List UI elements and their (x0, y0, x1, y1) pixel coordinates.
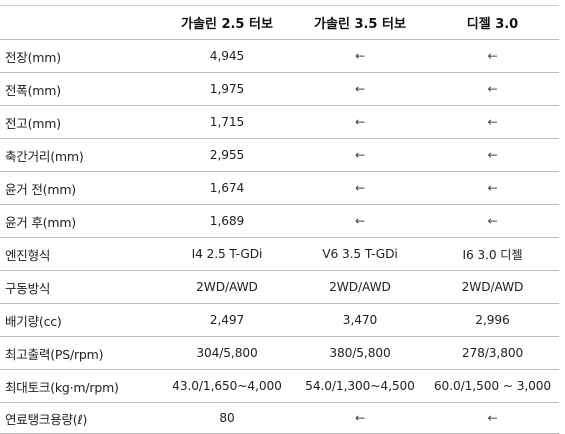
table-row: 배기량(cc) 2,497 3,470 2,996 (0, 303, 559, 337)
spec-table-body: 전장(mm) 4,945 ← ← 전폭(mm) 1,975 ← ← 전고(mm)… (0, 39, 559, 434)
table-cell: 304/5,800 (160, 336, 294, 370)
same-as-left-cell: ← (294, 204, 426, 238)
same-as-left-cell: ← (294, 171, 426, 205)
row-label: 최고출력(PS/rpm) (0, 336, 160, 370)
table-cell: 2WD/AWD (160, 270, 294, 304)
table-cell: 3,470 (294, 303, 426, 337)
same-as-left-cell: ← (426, 204, 559, 238)
table-cell: 2,955 (160, 138, 294, 172)
table-row: 최고출력(PS/rpm) 304/5,800 380/5,800 278/3,8… (0, 336, 559, 370)
header-gasoline-3-5-turbo: 가솔린 3.5 터보 (294, 5, 426, 40)
spec-table: 가솔린 2.5 터보 가솔린 3.5 터보 디젤 3.0 전장(mm) 4,94… (0, 5, 559, 434)
table-cell: I4 2.5 T-GDi (160, 237, 294, 271)
table-row: 엔진형식 I4 2.5 T-GDi V6 3.5 T-GDi I6 3.0 디젤 (0, 237, 559, 271)
row-label: 전폭(mm) (0, 72, 160, 106)
row-label: 최대토크(kg·m/rpm) (0, 369, 160, 403)
table-cell: 4,945 (160, 39, 294, 73)
row-label: 구동방식 (0, 270, 160, 304)
same-as-left-cell: ← (426, 72, 559, 106)
table-cell: 2,497 (160, 303, 294, 337)
table-cell: 1,975 (160, 72, 294, 106)
header-corner (0, 5, 160, 40)
table-cell: 1,715 (160, 105, 294, 139)
table-row: 전폭(mm) 1,975 ← ← (0, 72, 559, 106)
table-row: 윤거 후(mm) 1,689 ← ← (0, 204, 559, 238)
table-cell: 43.0/1,650~4,000 (160, 369, 294, 403)
row-label: 엔진형식 (0, 237, 160, 271)
table-cell: I6 3.0 디젤 (426, 237, 559, 271)
table-row: 전장(mm) 4,945 ← ← (0, 39, 559, 73)
same-as-left-cell: ← (426, 39, 559, 73)
table-row: 윤거 전(mm) 1,674 ← ← (0, 171, 559, 205)
table-cell: 54.0/1,300~4,500 (294, 369, 426, 403)
table-row: 구동방식 2WD/AWD 2WD/AWD 2WD/AWD (0, 270, 559, 304)
table-row: 최대토크(kg·m/rpm) 43.0/1,650~4,000 54.0/1,3… (0, 369, 559, 403)
row-label: 윤거 전(mm) (0, 171, 160, 205)
table-cell: 1,689 (160, 204, 294, 238)
table-cell: V6 3.5 T-GDi (294, 237, 426, 271)
table-row: 축간거리(mm) 2,955 ← ← (0, 138, 559, 172)
same-as-left-cell: ← (294, 72, 426, 106)
header-gasoline-2-5-turbo: 가솔린 2.5 터보 (160, 5, 294, 40)
row-label: 배기량(cc) (0, 303, 160, 337)
table-cell: 80 (160, 402, 294, 434)
row-label: 전고(mm) (0, 105, 160, 139)
table-cell: 2WD/AWD (294, 270, 426, 304)
header-diesel-3-0: 디젤 3.0 (426, 5, 559, 40)
table-row: 전고(mm) 1,715 ← ← (0, 105, 559, 139)
same-as-left-cell: ← (294, 138, 426, 172)
table-row: 연료탱크용량(ℓ) 80 ← ← (0, 402, 559, 434)
spec-table-header: 가솔린 2.5 터보 가솔린 3.5 터보 디젤 3.0 (0, 5, 559, 40)
table-cell: 1,674 (160, 171, 294, 205)
row-label: 축간거리(mm) (0, 138, 160, 172)
same-as-left-cell: ← (426, 105, 559, 139)
same-as-left-cell: ← (294, 105, 426, 139)
same-as-left-cell: ← (426, 138, 559, 172)
same-as-left-cell: ← (294, 402, 426, 434)
row-label: 연료탱크용량(ℓ) (0, 402, 160, 434)
same-as-left-cell: ← (426, 171, 559, 205)
row-label: 전장(mm) (0, 39, 160, 73)
table-cell: 2WD/AWD (426, 270, 559, 304)
table-cell: 2,996 (426, 303, 559, 337)
table-cell: 380/5,800 (294, 336, 426, 370)
table-cell: 278/3,800 (426, 336, 559, 370)
row-label: 윤거 후(mm) (0, 204, 160, 238)
same-as-left-cell: ← (426, 402, 559, 434)
header-row: 가솔린 2.5 터보 가솔린 3.5 터보 디젤 3.0 (0, 5, 559, 40)
same-as-left-cell: ← (294, 39, 426, 73)
table-cell: 60.0/1,500 ~ 3,000 (426, 369, 559, 403)
